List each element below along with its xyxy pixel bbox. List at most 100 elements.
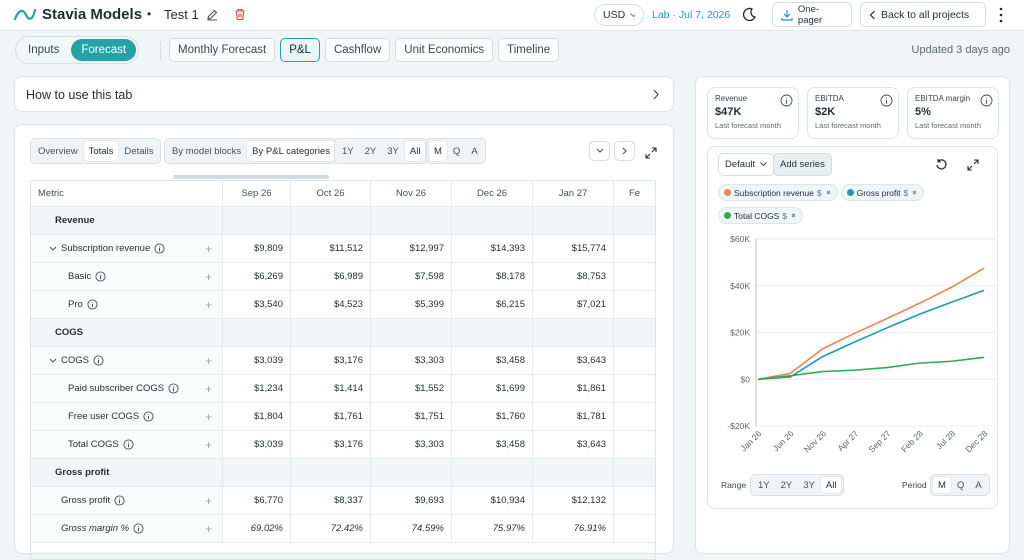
remove-icon[interactable] — [825, 189, 832, 196]
grouping-button[interactable]: By P&L categories — [247, 141, 335, 161]
tab[interactable]: Monthly Forecast — [169, 38, 276, 62]
period-button[interactable]: M — [933, 477, 951, 493]
remove-icon[interactable] — [911, 189, 918, 196]
reset-icon[interactable] — [935, 158, 948, 171]
tab[interactable]: P&L — [280, 38, 320, 62]
table-row: Free user COGS + $1,804 $1,761 $1,751 $1,760 $… — [31, 403, 655, 431]
info-icon[interactable] — [780, 94, 793, 107]
range-button[interactable]: 1Y — [753, 477, 775, 493]
info-icon[interactable] — [87, 299, 98, 310]
mode-button[interactable]: Forecast — [71, 39, 137, 61]
back-label: Back to all projects — [881, 8, 970, 21]
grouping-button[interactable]: By model blocks — [167, 141, 246, 161]
range-button[interactable]: 3Y — [382, 141, 404, 161]
range-button[interactable]: 2Y — [776, 477, 798, 493]
add-button[interactable]: + — [204, 409, 212, 424]
range-button[interactable]: 2Y — [360, 141, 382, 161]
info-icon[interactable] — [93, 355, 104, 366]
series-chip[interactable]: Total COGS $ — [718, 207, 804, 224]
expand-icon[interactable] — [645, 147, 657, 159]
y-tick-label: $0 — [741, 374, 751, 384]
divider — [160, 41, 161, 59]
x-tick-label: Jan 26 — [738, 428, 763, 453]
currency-select[interactable]: USD — [594, 4, 644, 26]
kpi-note: Last forecast month — [915, 121, 981, 130]
view-button[interactable]: Details — [119, 141, 158, 161]
info-icon[interactable] — [154, 243, 165, 254]
value-cell — [614, 235, 655, 262]
section-row: COGS — [31, 319, 655, 347]
value-cell: $3,176 — [291, 431, 371, 458]
value-cell: $6,269 — [223, 263, 291, 290]
view-button[interactable]: Overview — [33, 141, 83, 161]
series-chip[interactable]: Gross profit $ — [840, 184, 925, 201]
help-bar[interactable]: How to use this tab — [14, 76, 674, 112]
info-icon[interactable] — [143, 411, 154, 422]
period-button[interactable]: Q — [952, 477, 969, 493]
info-icon[interactable] — [123, 439, 134, 450]
series-chip[interactable]: Subscription revenue $ — [718, 184, 838, 201]
range-button[interactable]: 1Y — [337, 141, 359, 161]
info-icon[interactable] — [114, 495, 125, 506]
tab[interactable]: Unit Economics — [395, 38, 494, 62]
period-button[interactable]: M — [429, 141, 447, 161]
period-button[interactable]: A — [970, 477, 986, 493]
value-cell: $4,523 — [291, 291, 371, 318]
back-button[interactable]: Back to all projects — [860, 2, 986, 27]
add-button[interactable]: + — [204, 241, 212, 256]
period-button[interactable]: A — [466, 141, 482, 161]
section-title: Gross profit — [31, 459, 223, 486]
unit: $ — [782, 210, 788, 221]
project-name: Test 1 — [164, 7, 199, 22]
more-menu[interactable] — [998, 6, 1004, 24]
one-pager-button[interactable]: One-pager — [772, 2, 852, 27]
value-cell: $3,039 — [223, 431, 291, 458]
chart-card: Default Add series Subscription revenue $… — [707, 146, 998, 509]
info-icon[interactable] — [168, 383, 179, 394]
expand-icon[interactable] — [967, 159, 979, 171]
range-button[interactable]: All — [404, 141, 426, 161]
edit-icon[interactable] — [206, 8, 219, 21]
value-cell: $9,693 — [371, 487, 452, 514]
value-cell: $3,039 — [223, 347, 291, 374]
preset-select[interactable]: Default — [718, 153, 775, 176]
range-button[interactable]: All — [820, 477, 842, 493]
period-button[interactable]: Q — [448, 141, 465, 161]
view-button[interactable]: Totals — [83, 141, 119, 161]
kpi-note: Last forecast month — [815, 121, 881, 130]
add-button[interactable]: + — [204, 493, 212, 508]
value-cell: $3,303 — [371, 347, 452, 374]
theme-toggle[interactable] — [742, 7, 757, 22]
add-button[interactable]: + — [204, 521, 212, 536]
info-icon[interactable] — [980, 94, 993, 107]
tab[interactable]: Timeline — [498, 38, 560, 62]
tab[interactable]: Cashflow — [324, 38, 391, 62]
range-button[interactable]: 3Y — [798, 477, 820, 493]
section-cell — [223, 207, 291, 234]
add-series-button[interactable]: Add series — [773, 153, 832, 176]
info-icon[interactable] — [133, 523, 144, 534]
add-button[interactable]: + — [204, 437, 212, 452]
value-cell: $10,934 — [452, 487, 533, 514]
section-cell — [291, 207, 371, 234]
delete-icon[interactable] — [234, 8, 246, 21]
value-cell: 69.02% — [223, 515, 291, 542]
series-line — [757, 356, 985, 381]
scroll-down[interactable] — [589, 141, 610, 161]
info-icon[interactable] — [95, 271, 106, 282]
add-button[interactable]: + — [204, 381, 212, 396]
remove-icon[interactable] — [790, 212, 797, 219]
add-button[interactable]: + — [204, 269, 212, 284]
section-cell — [371, 207, 452, 234]
add-button[interactable]: + — [204, 353, 212, 368]
scrollbar[interactable] — [173, 175, 329, 179]
kpi-label: EBITDA — [815, 94, 844, 103]
collapse-toggle[interactable] — [48, 245, 61, 253]
info-icon[interactable] — [880, 94, 893, 107]
collapse-toggle[interactable] — [48, 357, 61, 365]
scroll-right[interactable] — [614, 141, 635, 161]
chevron — [653, 89, 659, 100]
add-button[interactable]: + — [204, 297, 212, 312]
mode-button[interactable]: Inputs — [18, 39, 69, 61]
